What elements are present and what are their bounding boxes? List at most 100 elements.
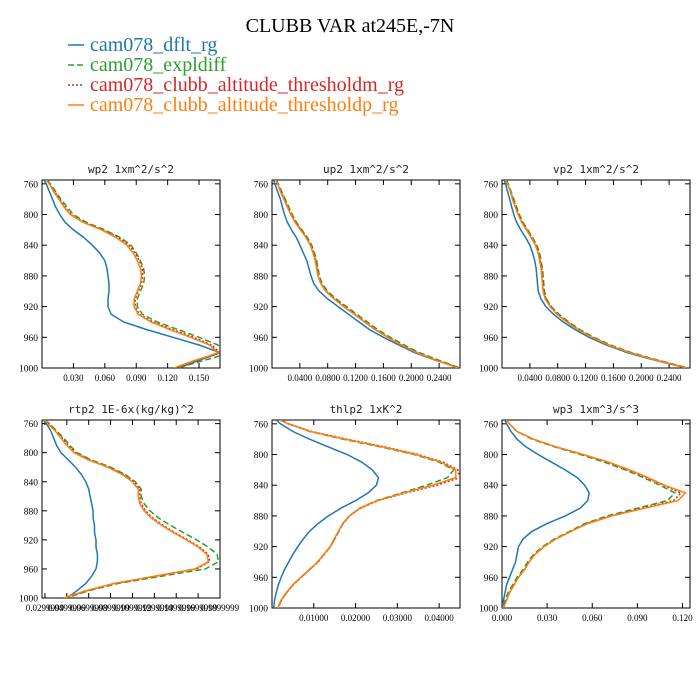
- y-tick-label: 1000: [479, 605, 498, 615]
- y-tick-label: 800: [254, 211, 269, 221]
- legend: cam078_dflt_rgcam078_expldiffcam078_club…: [68, 34, 404, 116]
- x-tick-label: 0.2000: [399, 373, 424, 383]
- y-tick-label: 920: [484, 303, 499, 313]
- plot-frame: [271, 419, 461, 609]
- x-tick-label: 0.1899999: [201, 603, 240, 613]
- x-tick-label: 0.2000: [629, 373, 654, 383]
- y-tick-label: 760: [24, 180, 39, 190]
- plot-frame: [501, 419, 691, 609]
- y-tick-label: 840: [24, 242, 39, 252]
- x-tick-label: 0.1099999: [113, 603, 152, 613]
- y-tick-label: 960: [24, 565, 39, 575]
- x-tick-label: 0.060: [95, 373, 116, 383]
- y-tick-label: 880: [254, 272, 269, 282]
- panel-title: wp2 1xm^2/s^2: [88, 163, 174, 176]
- y-tick-label: 1000: [249, 605, 268, 615]
- x-tick-label: 0.120: [158, 373, 179, 383]
- y-tick-label: 800: [24, 449, 39, 459]
- y-tick-label: 840: [24, 478, 39, 488]
- legend-entry: cam078_clubb_altitude_thresholdp_rg: [90, 94, 398, 116]
- plot-frame: [41, 179, 221, 369]
- series-line-cam078_clubb_altitude_thresholdp_rg: [274, 180, 459, 368]
- x-tick-label: 0.1600: [601, 373, 626, 383]
- x-tick-label: 0.2400: [427, 373, 452, 383]
- y-tick-label: 800: [484, 211, 499, 221]
- y-tick-label: 960: [254, 334, 269, 344]
- plot-frame: [501, 179, 691, 369]
- y-tick-label: 800: [484, 451, 499, 461]
- chart-panel: rtp2 1E-6x(kg/kg)^2 760 800 840 880 920 960 100…: [19, 403, 240, 613]
- panel-title: vp2 1xm^2/s^2: [553, 163, 639, 176]
- y-tick-label: 1000: [479, 365, 498, 375]
- y-tick-label: 960: [484, 574, 499, 584]
- x-tick-label: 0.03000: [383, 613, 413, 623]
- y-tick-label: 1000: [19, 595, 38, 605]
- chart-panel: wp3 1xm^3/s^3 760 800 840 880 920 960 10000.000…: [479, 403, 693, 623]
- panel-title: up2 1xm^2/s^2: [323, 163, 409, 176]
- x-tick-label: 0.2400: [657, 373, 682, 383]
- x-tick-label: 0.090: [627, 613, 648, 623]
- series-line-cam078_dflt_rg: [42, 420, 99, 598]
- series-line-cam078_clubb_altitude_thresholdp_rg: [277, 420, 457, 608]
- panel-title: rtp2 1E-6x(kg/kg)^2: [68, 403, 194, 416]
- y-tick-label: 760: [24, 420, 39, 430]
- chart-panel: vp2 1xm^2/s^2 760 800 840 880 920 960 1000 0.040…: [479, 163, 691, 383]
- y-tick-label: 800: [254, 451, 269, 461]
- x-tick-label: 0.04000: [424, 613, 454, 623]
- plot-frame: [41, 419, 221, 599]
- series-line-cam078_dflt_rg: [272, 420, 380, 608]
- y-tick-label: 1000: [19, 365, 38, 375]
- y-tick-label: 840: [484, 482, 499, 492]
- y-tick-label: 880: [484, 272, 499, 282]
- chart-panel: thlp2 1xK^2 760 800 840 880 920 960 1000 0.01000…: [249, 403, 461, 623]
- x-tick-label: 0.1699999: [179, 603, 218, 613]
- panel-title: wp3 1xm^3/s^3: [553, 403, 639, 416]
- x-tick-label: 0.02000: [341, 613, 371, 623]
- y-tick-label: 960: [254, 574, 269, 584]
- y-tick-label: 840: [254, 482, 269, 492]
- legend-entry: cam078_dflt_rg: [90, 34, 217, 56]
- x-tick-label: 0.0699999: [70, 603, 109, 613]
- panel-title: thlp2 1xK^2: [330, 403, 403, 416]
- y-tick-label: 880: [24, 272, 39, 282]
- series-line-cam078_dflt_rg: [502, 420, 590, 608]
- y-tick-label: 760: [254, 180, 269, 190]
- y-tick-label: 920: [24, 303, 39, 313]
- series-line-cam078_clubb_altitude_thresholdm_rg: [45, 180, 220, 368]
- y-tick-label: 1000: [249, 365, 268, 375]
- x-tick-label: 0.1600: [371, 373, 396, 383]
- x-tick-label: 0.1200: [573, 373, 598, 383]
- y-tick-label: 920: [254, 543, 269, 553]
- y-tick-label: 880: [24, 507, 39, 517]
- series-line-cam078_clubb_altitude_thresholdp_rg: [44, 420, 210, 598]
- x-tick-label: 0.0299999: [26, 603, 65, 613]
- x-tick-label: 0.090: [126, 373, 147, 383]
- x-tick-label: 0.01000: [299, 613, 329, 623]
- y-tick-label: 920: [254, 303, 269, 313]
- series-line-cam078_clubb_altitude_thresholdp_rg: [502, 420, 687, 608]
- y-tick-label: 760: [254, 420, 269, 430]
- figure-title: CLUBB VAR at245E,-7N: [246, 15, 455, 37]
- y-tick-label: 920: [24, 536, 39, 546]
- y-tick-label: 760: [484, 420, 499, 430]
- y-tick-label: 880: [254, 512, 269, 522]
- series-line-cam078_clubb_altitude_thresholdm_rg: [277, 420, 460, 608]
- series-line-cam078_clubb_altitude_thresholdm_rg: [502, 420, 683, 608]
- series-line-cam078_expldiff: [275, 180, 460, 368]
- legend-entry: cam078_expldiff: [90, 54, 227, 76]
- legend-entry: cam078_clubb_altitude_thresholdm_rg: [90, 74, 404, 96]
- x-tick-label: 0.1499999: [157, 603, 196, 613]
- series-line-cam078_clubb_altitude_thresholdm_rg: [274, 180, 459, 368]
- x-tick-label: 0.0499999: [48, 603, 87, 613]
- x-tick-label: 0.0400: [287, 373, 312, 383]
- series-line-cam078_clubb_altitude_thresholdp_rg: [45, 180, 220, 368]
- y-tick-label: 840: [254, 242, 269, 252]
- x-tick-label: 0.060: [582, 613, 603, 623]
- series-line-cam078_clubb_altitude_thresholdp_rg: [504, 180, 687, 368]
- chart-panel: up2 1xm^2/s^2 760 800 840 880 920 960 1000 0.040…: [249, 163, 461, 383]
- y-tick-label: 760: [484, 180, 499, 190]
- x-tick-label: 0.000: [492, 613, 513, 623]
- panels: wp2 1xm^2/s^2 760 800 840 880 920 960 1000 0.030…: [19, 163, 693, 623]
- x-tick-label: 0.0400: [517, 373, 542, 383]
- y-tick-label: 960: [24, 334, 39, 344]
